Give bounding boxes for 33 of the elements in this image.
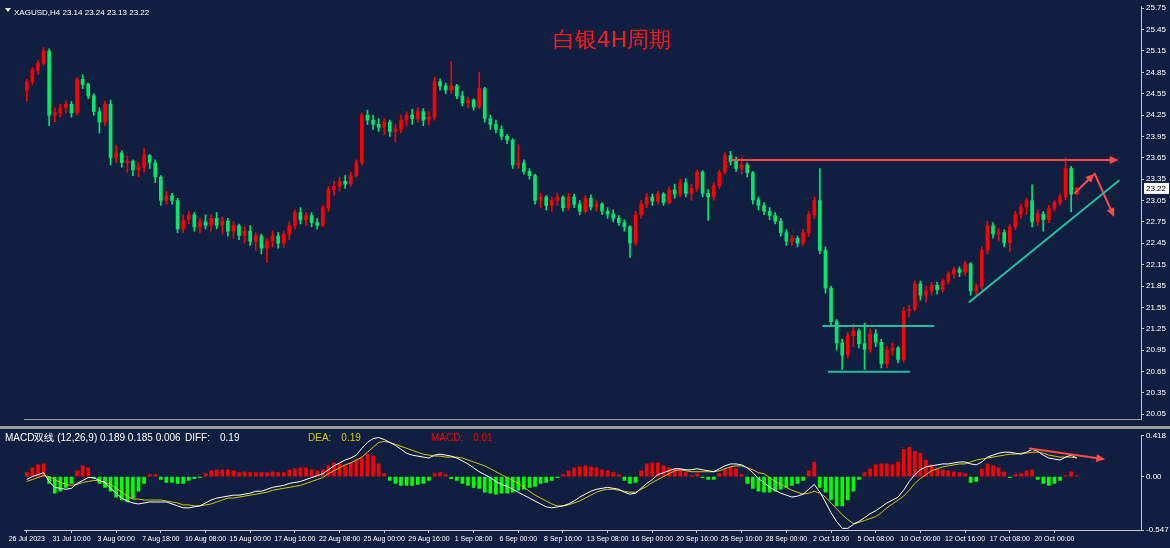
annotation: 0.19 — [341, 431, 362, 443]
text: MACD: — [431, 431, 464, 443]
annotation: XAGUSD,H4 23.14 23.24 23.13 23.22 — [14, 8, 150, 17]
text: DIFF: — [185, 431, 210, 443]
text: 白银4H周期 — [552, 26, 672, 52]
y-tick-label: 23.35 — [1146, 174, 1167, 184]
y-tick-label: 20.65 — [1146, 366, 1167, 376]
y-tick-label: 25.75 — [1146, 3, 1167, 13]
annotation: 0.01 — [473, 431, 494, 443]
y-tick-label: 24.55 — [1146, 88, 1167, 98]
y-tick-label: 20.05 — [1146, 409, 1167, 419]
annotation: 0.19 — [220, 431, 240, 443]
y-tick-label: 21.25 — [1146, 323, 1167, 333]
y-tick-label: 21.55 — [1146, 302, 1167, 312]
y-tick-label: 22.15 — [1146, 259, 1167, 269]
y-tick-label: 23.05 — [1146, 195, 1167, 205]
y-tick-label: 20.95 — [1146, 345, 1167, 355]
y-tick-label: 23.65 — [1146, 153, 1167, 162]
y-tick-label: 0.00 — [1146, 471, 1163, 481]
annotation: MACD双线 (12,26,9) 0.189 0.185 0.006 — [5, 431, 182, 443]
y-tick-label: 20.35 — [1146, 388, 1167, 398]
text: DEA: — [308, 431, 332, 443]
y-tick-label: 23.95 — [1146, 131, 1167, 141]
y-tick-label: 0.418 — [1146, 431, 1167, 440]
annotation: 23.22 — [1146, 183, 1167, 193]
y-tick-label: 22.45 — [1146, 238, 1167, 248]
y-tick-label: 21.85 — [1146, 281, 1167, 291]
y-tick-label: 25.15 — [1146, 46, 1167, 56]
y-tick-label: -0.547 — [1146, 525, 1170, 535]
y-tick-label: 22.75 — [1146, 217, 1167, 227]
y-tick-label: 24.85 — [1146, 67, 1167, 77]
y-tick-label: 25.45 — [1146, 24, 1167, 34]
y-tick-label: 24.25 — [1146, 110, 1167, 120]
